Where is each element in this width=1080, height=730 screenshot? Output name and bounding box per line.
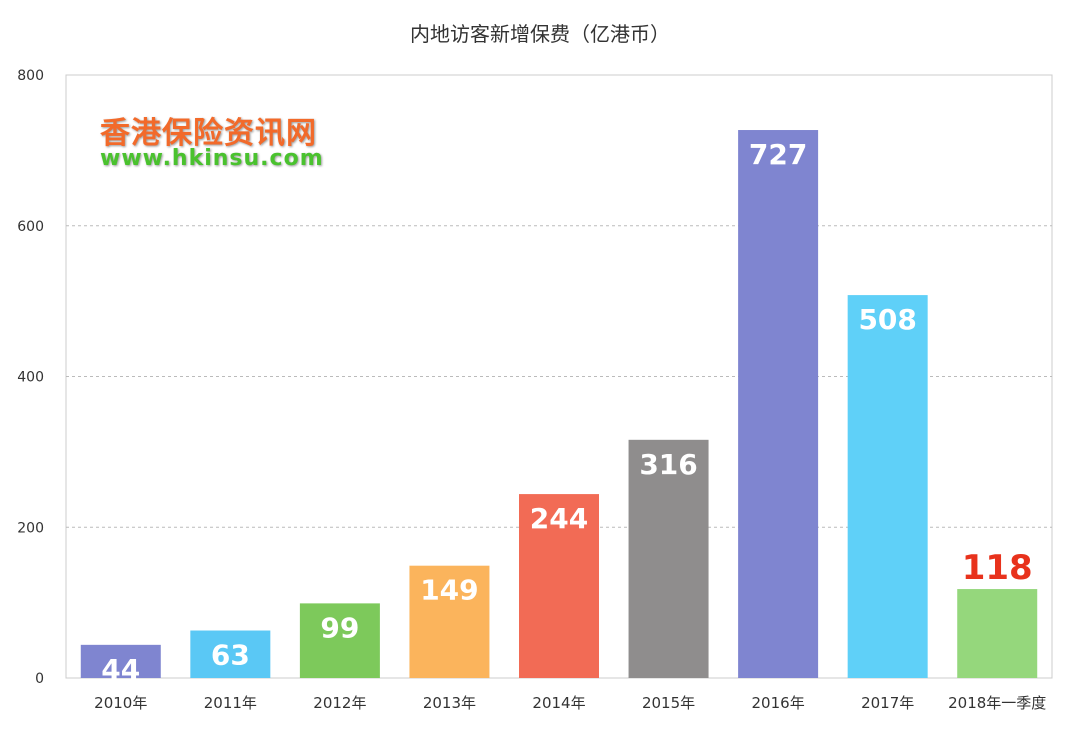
data-label: 149 — [420, 574, 478, 607]
bar — [299, 603, 380, 678]
y-tick-label: 400 — [17, 370, 44, 386]
data-label: 44 — [101, 653, 140, 686]
x-tick-label: 2017年 — [861, 694, 914, 712]
x-tick-label: 2013年 — [423, 694, 476, 712]
bar — [80, 644, 161, 678]
data-label: 99 — [320, 611, 359, 644]
data-label: 118 — [962, 548, 1033, 588]
watermark-url: www.hkinsu.com — [100, 146, 324, 171]
y-tick-label: 0 — [35, 671, 44, 687]
data-label: 727 — [749, 138, 807, 171]
y-tick-label: 600 — [17, 219, 44, 235]
bar — [190, 630, 271, 678]
data-label: 244 — [530, 502, 588, 535]
x-tick-label: 2015年 — [642, 694, 695, 712]
x-tick-label: 2016年 — [752, 694, 805, 712]
x-tick-label: 2018年一季度 — [948, 694, 1046, 712]
data-label: 316 — [639, 448, 697, 481]
bar — [738, 130, 819, 678]
bar — [847, 295, 928, 678]
x-tick-label: 2014年 — [532, 694, 585, 712]
x-tick-label: 2011年 — [204, 694, 257, 712]
bar — [409, 565, 490, 678]
y-tick-label: 800 — [17, 68, 44, 84]
y-tick-label: 200 — [17, 520, 44, 536]
data-label: 63 — [211, 639, 250, 672]
bar — [519, 494, 599, 678]
bar — [957, 589, 1038, 678]
data-label: 508 — [858, 303, 916, 336]
watermark-name: 香港保险资讯网 — [100, 116, 317, 151]
x-tick-label: 2010年 — [94, 694, 147, 712]
chart-title: 内地访客新增保费（亿港币） — [410, 22, 670, 46]
bar — [628, 439, 709, 678]
x-tick-label: 2012年 — [313, 694, 366, 712]
